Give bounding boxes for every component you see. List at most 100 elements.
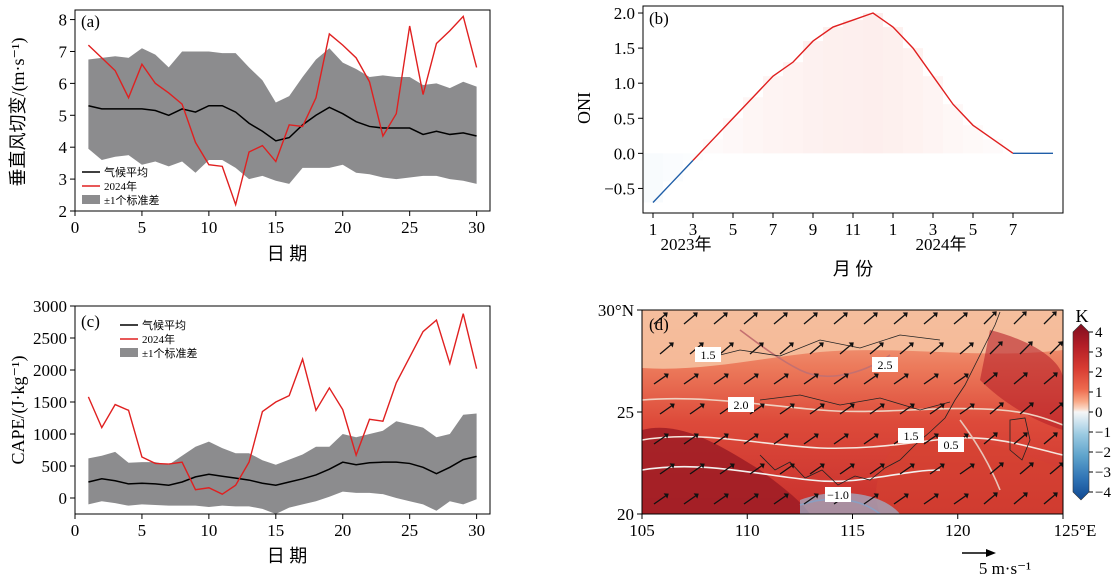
wind-vector-shaft xyxy=(839,405,852,415)
wind-vector-shaft xyxy=(959,465,972,475)
wind-vector-shaft xyxy=(983,374,996,385)
x-tick-label: 25 xyxy=(401,521,418,540)
wind-vector-shaft xyxy=(809,405,822,415)
lon-tick-label: 110 xyxy=(735,521,760,540)
wind-vector-shaft xyxy=(1013,434,1026,445)
contour-label-bg xyxy=(898,428,924,443)
wind-vector xyxy=(803,373,819,385)
wind-vector xyxy=(743,373,759,385)
wind-vector-shaft xyxy=(809,344,822,355)
colorbar-tick-label: −2 xyxy=(1095,445,1111,461)
wind-vector-shaft xyxy=(773,375,786,385)
lat-ticks: 20 25 30°N xyxy=(598,301,642,524)
wind-vector-head xyxy=(813,433,819,439)
wind-vector xyxy=(833,312,848,325)
wind-vector-shaft xyxy=(959,344,972,355)
wind-vector-head xyxy=(1022,492,1028,498)
x-tick-label: 1 xyxy=(889,220,898,239)
x-tick-label: 10 xyxy=(200,521,217,540)
wind-vector-head xyxy=(992,432,998,438)
island-outline xyxy=(1009,417,1031,461)
wind-vector-head xyxy=(753,433,759,439)
wind-vector-shaft xyxy=(803,375,816,385)
wind-vector-shaft xyxy=(683,435,696,445)
y-tick-label: 4 xyxy=(59,138,68,157)
reference-label: 5 m·s⁻¹ xyxy=(979,559,1031,578)
wind-vector-head xyxy=(902,312,908,318)
contour-line xyxy=(642,397,1063,426)
wind-vector-head xyxy=(758,342,764,348)
wind-vector xyxy=(983,492,998,505)
wind-vector xyxy=(803,312,818,325)
wind-vector xyxy=(683,373,699,385)
wind-vector-head xyxy=(873,433,879,439)
wind-vector-shaft xyxy=(743,375,756,385)
wind-vector-shaft xyxy=(899,465,912,475)
wind-vector xyxy=(863,493,879,505)
wind-vector-head xyxy=(1027,341,1033,347)
wind-vector-head xyxy=(963,493,969,499)
wind-vector xyxy=(1019,462,1034,475)
wind-vector-head xyxy=(693,493,699,499)
x-axis-label: 月 份 xyxy=(833,259,874,279)
wind-vector-shaft xyxy=(899,344,912,355)
wind-vector-shaft xyxy=(1049,464,1062,475)
wind-vector-head xyxy=(992,492,998,498)
wind-vector-shaft xyxy=(863,314,876,325)
x-tick-label: 10 xyxy=(200,218,217,237)
wind-vector xyxy=(713,373,729,385)
wind-vector xyxy=(1043,492,1058,505)
wind-vector-head xyxy=(873,373,879,379)
wind-vector-head xyxy=(998,462,1004,468)
wind-vector-head xyxy=(1057,341,1063,347)
wind-vector xyxy=(953,312,968,325)
contour-label: −1.0 xyxy=(827,488,849,502)
wind-vector-head xyxy=(842,312,848,318)
y-tick-label: 500 xyxy=(42,457,68,476)
wind-vector-head xyxy=(879,403,885,409)
wind-vector xyxy=(653,433,669,445)
wind-vector-shaft xyxy=(833,375,846,385)
y-axis-label: CAPE/(J·kg⁻¹) xyxy=(8,356,29,465)
oni-fill-bar xyxy=(643,153,663,203)
contour-label-bg xyxy=(872,357,898,372)
wind-vector xyxy=(713,312,728,325)
wind-vector-shaft xyxy=(983,434,996,445)
plot-frame xyxy=(74,9,491,212)
wind-vector-shaft xyxy=(983,313,995,325)
wind-vector xyxy=(809,403,825,415)
wind-vector-shaft xyxy=(893,375,906,385)
wind-vector-head xyxy=(813,373,819,379)
wind-vector-shaft xyxy=(1043,434,1056,445)
wind-vector-head xyxy=(933,373,939,379)
wind-vector xyxy=(743,433,759,445)
y-tick-label: 2500 xyxy=(33,329,67,348)
wind-vector-shaft xyxy=(863,495,876,505)
wind-vector-head xyxy=(693,373,699,379)
wind-vector-shaft xyxy=(659,405,672,415)
wind-vector xyxy=(689,463,705,475)
wind-vector-head xyxy=(903,373,909,379)
wind-vector xyxy=(983,432,998,445)
wind-vector-head xyxy=(663,373,669,379)
wind-vector-head xyxy=(1028,402,1034,408)
wind-vector-head xyxy=(933,433,939,439)
wind-vector-shaft xyxy=(1013,374,1026,385)
year-label-2023: 2023年 xyxy=(661,235,712,254)
wind-vector xyxy=(779,342,794,355)
legend-swatch-std xyxy=(120,348,138,357)
wind-vector xyxy=(833,433,849,445)
wind-vector-head xyxy=(992,372,998,378)
wind-vector-shaft xyxy=(653,435,666,445)
wind-vector xyxy=(743,493,759,505)
colorbar-tick-label: −3 xyxy=(1095,465,1111,481)
wind-vector xyxy=(869,403,885,415)
wind-vector-shaft xyxy=(779,465,792,475)
x-tick-label: 30 xyxy=(468,521,485,540)
x-tick-label: 20 xyxy=(334,218,351,237)
wind-vector xyxy=(773,433,789,445)
wind-vector-shaft xyxy=(869,405,882,415)
oni-fill-bar xyxy=(803,41,823,154)
lon-tick-label: 125°E xyxy=(1054,521,1097,540)
wind-vector-head xyxy=(812,312,818,318)
